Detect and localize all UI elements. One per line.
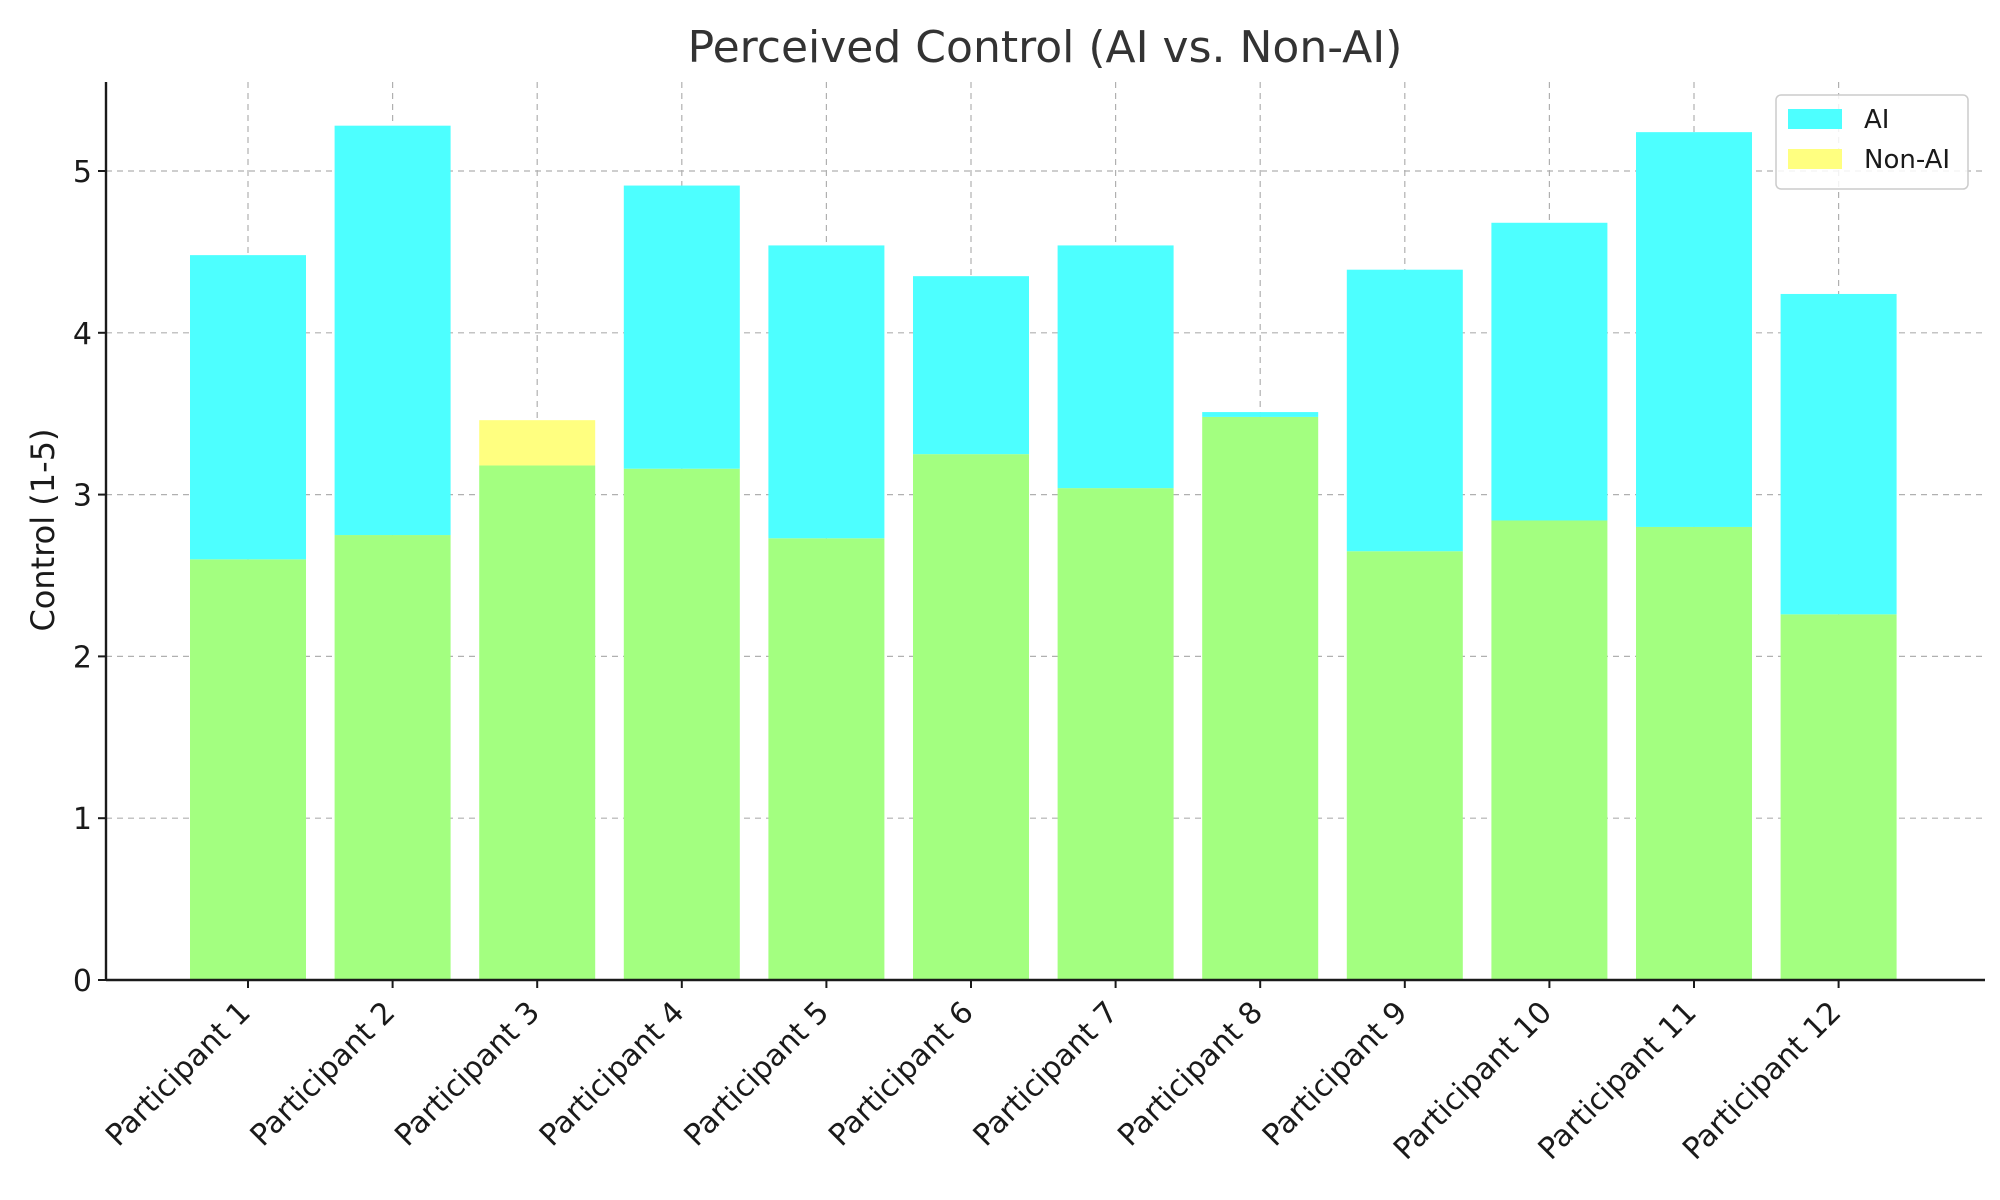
legend-swatch [1788, 149, 1842, 169]
bar-overlap [334, 535, 451, 980]
x-tick-label: Participant 3 [388, 995, 547, 1154]
bar-ai [623, 185, 740, 469]
x-tick-label: Participant 1 [99, 995, 258, 1154]
chart-title: Perceived Control (AI vs. Non-AI) [688, 22, 1403, 73]
bar-overlap [190, 559, 306, 980]
x-tick-label: Participant 5 [678, 995, 837, 1154]
bar-ai [1780, 293, 1897, 615]
bar-ai [1491, 222, 1608, 521]
x-tick-label: Participant 7 [967, 995, 1126, 1154]
bar-overlap [768, 538, 885, 980]
y-tick-label: 1 [73, 802, 92, 837]
x-tick-label: Participant 2 [244, 995, 403, 1154]
bar-overlap [623, 468, 740, 980]
y-tick-label: 0 [73, 964, 92, 999]
bar-ai [1346, 269, 1463, 552]
bar-overlap [1491, 520, 1608, 980]
legend-swatch [1788, 109, 1842, 129]
legend-label: Non-AI [1864, 145, 1950, 175]
bar-overlap [913, 454, 1029, 980]
bar-overlap [1202, 416, 1319, 981]
y-tick-label: 3 [73, 479, 92, 514]
legend: AI Non-AI [1775, 94, 1969, 190]
x-tick-label: Participant 6 [822, 995, 981, 1154]
y-tick-label: 5 [73, 155, 92, 190]
y-tick-label: 4 [73, 317, 92, 352]
bar-ai [1636, 132, 1752, 527]
bar-non-ai [479, 420, 596, 466]
bars-layer [190, 125, 1897, 981]
bar-ai [334, 125, 451, 536]
x-tick-label: Participant 9 [1256, 995, 1415, 1154]
bar-overlap [479, 465, 596, 980]
legend-label: AI [1864, 105, 1889, 135]
bar-ai [913, 276, 1029, 455]
bar-overlap [1636, 526, 1752, 980]
x-tick-label: Participant 4 [533, 995, 692, 1154]
bar-overlap [1057, 488, 1174, 980]
bar-overlap [1780, 614, 1897, 980]
bar-ai [190, 255, 306, 560]
x-tick-label: Participant 8 [1111, 995, 1270, 1154]
bar-ai [768, 245, 885, 539]
bar-ai [1202, 412, 1319, 417]
y-tick-label: 2 [73, 640, 92, 675]
bar-overlap [1346, 551, 1463, 980]
y-axis-title: Control (1-5) [24, 428, 62, 631]
bar-ai [1057, 245, 1174, 489]
